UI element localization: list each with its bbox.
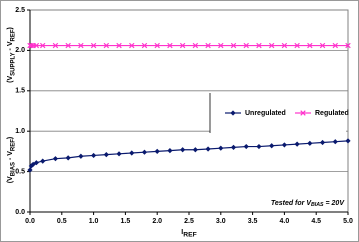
y-axis-title-bottom-part: BIAS bbox=[10, 162, 16, 176]
marker bbox=[167, 42, 173, 49]
x-tick-label: 3.5 bbox=[248, 218, 258, 225]
marker bbox=[218, 145, 224, 151]
marker bbox=[307, 140, 313, 146]
legend-marker bbox=[230, 110, 236, 116]
marker bbox=[281, 142, 287, 148]
marker bbox=[154, 148, 160, 154]
marker bbox=[256, 143, 262, 150]
marker bbox=[319, 42, 326, 49]
x-axis-title-part: REF bbox=[183, 231, 197, 238]
marker bbox=[154, 42, 160, 49]
marker bbox=[345, 42, 351, 49]
marker bbox=[319, 139, 326, 146]
marker bbox=[129, 150, 135, 156]
y-axis-title-bottom-part: - V bbox=[7, 151, 14, 162]
legend-label: Unregulated bbox=[245, 110, 286, 117]
marker bbox=[141, 42, 148, 49]
marker bbox=[103, 42, 110, 49]
y-axis-title-top-part: SUPPLY bbox=[10, 52, 16, 75]
x-tick-label: 4.0 bbox=[280, 218, 290, 225]
y-axis-title-bottom: (VBIAS - VREF) bbox=[7, 137, 16, 184]
marker bbox=[269, 143, 275, 149]
marker bbox=[281, 42, 288, 49]
x-tick-label: 2.0 bbox=[152, 218, 162, 225]
legend-label: Regulated bbox=[315, 110, 349, 117]
marker bbox=[129, 42, 135, 49]
marker bbox=[345, 138, 351, 144]
marker bbox=[179, 42, 186, 49]
marker bbox=[294, 42, 300, 49]
marker bbox=[28, 42, 34, 49]
marker bbox=[268, 42, 275, 49]
y-tick-label: 2.5 bbox=[15, 7, 25, 14]
marker bbox=[332, 42, 339, 49]
marker bbox=[256, 42, 262, 49]
marker bbox=[27, 167, 33, 173]
x-tick-label: 5.0 bbox=[343, 218, 353, 225]
marker bbox=[116, 151, 122, 157]
marker bbox=[205, 146, 211, 152]
marker bbox=[141, 149, 148, 155]
marker bbox=[65, 42, 71, 49]
x-tick-label: 1.5 bbox=[121, 218, 131, 225]
marker bbox=[103, 152, 109, 158]
y-axis-title-top-part: - V bbox=[7, 41, 14, 52]
marker bbox=[180, 147, 186, 153]
marker bbox=[39, 42, 46, 49]
x-tick-label: 3.0 bbox=[216, 218, 226, 225]
x-tick-label: 0.0 bbox=[25, 218, 35, 225]
marker bbox=[78, 42, 84, 49]
y-tick-label: 0.5 bbox=[15, 168, 25, 175]
x-tick-label: 4.5 bbox=[311, 218, 321, 225]
y-axis-title-top: (VSUPPLY - VREF) bbox=[7, 27, 16, 83]
marker bbox=[116, 42, 122, 49]
y-axis-title-top-part: (V bbox=[7, 76, 14, 83]
y-tick-label: 1.0 bbox=[15, 128, 25, 135]
marker bbox=[294, 141, 300, 147]
x-axis-title: IREF bbox=[181, 229, 196, 239]
y-axis-title-bottom-part: ) bbox=[7, 137, 14, 139]
annotation-part: BIAS bbox=[311, 202, 324, 208]
y-axis-title-bottom-part: REF bbox=[10, 139, 16, 151]
annotation-part: = 20V bbox=[324, 200, 346, 207]
y-axis-title-top-part: REF bbox=[10, 29, 16, 41]
marker bbox=[218, 42, 224, 49]
marker bbox=[243, 143, 249, 150]
x-axis-title-part: I bbox=[181, 229, 183, 236]
marker bbox=[28, 163, 34, 169]
marker bbox=[307, 42, 313, 49]
y-tick-label: 1.5 bbox=[15, 88, 25, 95]
marker bbox=[205, 42, 211, 49]
annotation-part: Tested for V bbox=[271, 200, 313, 207]
marker bbox=[90, 42, 97, 49]
marker bbox=[230, 144, 237, 150]
marker bbox=[192, 42, 199, 49]
annotation: Tested for VBIAS = 20V bbox=[271, 200, 346, 209]
x-tick-label: 1.0 bbox=[89, 218, 99, 225]
marker bbox=[167, 147, 173, 154]
marker bbox=[243, 42, 249, 49]
marker bbox=[230, 42, 237, 49]
y-tick-label: 2.0 bbox=[15, 47, 25, 54]
y-axis-title-bottom-part: (V bbox=[7, 176, 14, 183]
marker bbox=[33, 42, 40, 49]
legend-marker bbox=[300, 110, 306, 116]
marker bbox=[65, 155, 71, 161]
marker bbox=[52, 156, 59, 162]
marker bbox=[78, 153, 84, 159]
marker bbox=[52, 42, 59, 49]
x-tick-label: 0.5 bbox=[57, 218, 67, 225]
marker bbox=[332, 139, 338, 145]
marker bbox=[40, 158, 46, 164]
y-axis-title-top-part: ) bbox=[7, 27, 14, 29]
marker bbox=[33, 160, 39, 166]
marker bbox=[91, 152, 97, 159]
x-tick-label: 2.5 bbox=[184, 218, 194, 225]
marker bbox=[192, 147, 198, 153]
y-tick-label: 0.0 bbox=[15, 209, 25, 216]
